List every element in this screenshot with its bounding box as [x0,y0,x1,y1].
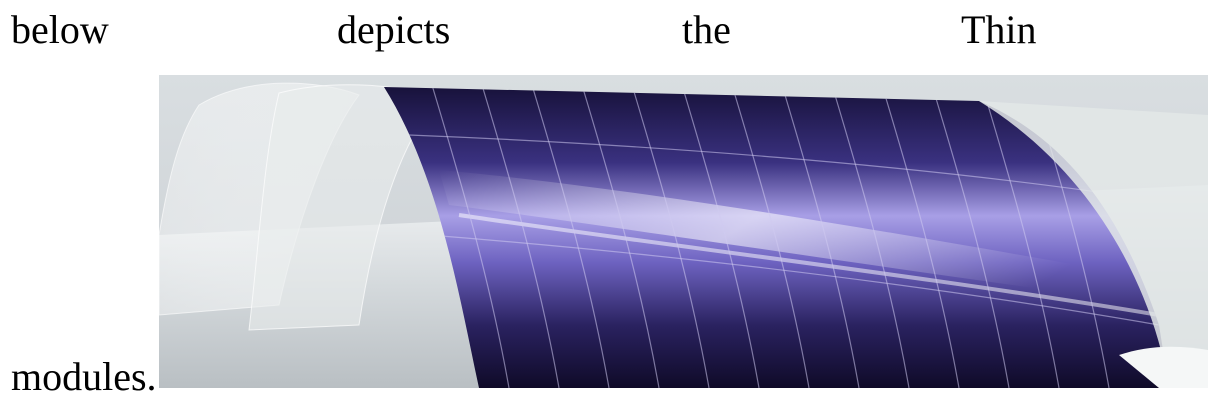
thin-film-module-illustration [159,75,1208,388]
text-word-below: below [11,7,109,52]
thin-film-module-image [159,75,1208,388]
text-word-depicts: depicts [337,7,451,52]
film-layer [248,84,440,331]
text-word-thin: Thin [961,7,1037,52]
text-word-modules: modules. [11,354,157,399]
substrate-edge [979,101,1208,388]
substrate-highlight [1119,346,1208,388]
text-word-the: the [682,7,731,52]
